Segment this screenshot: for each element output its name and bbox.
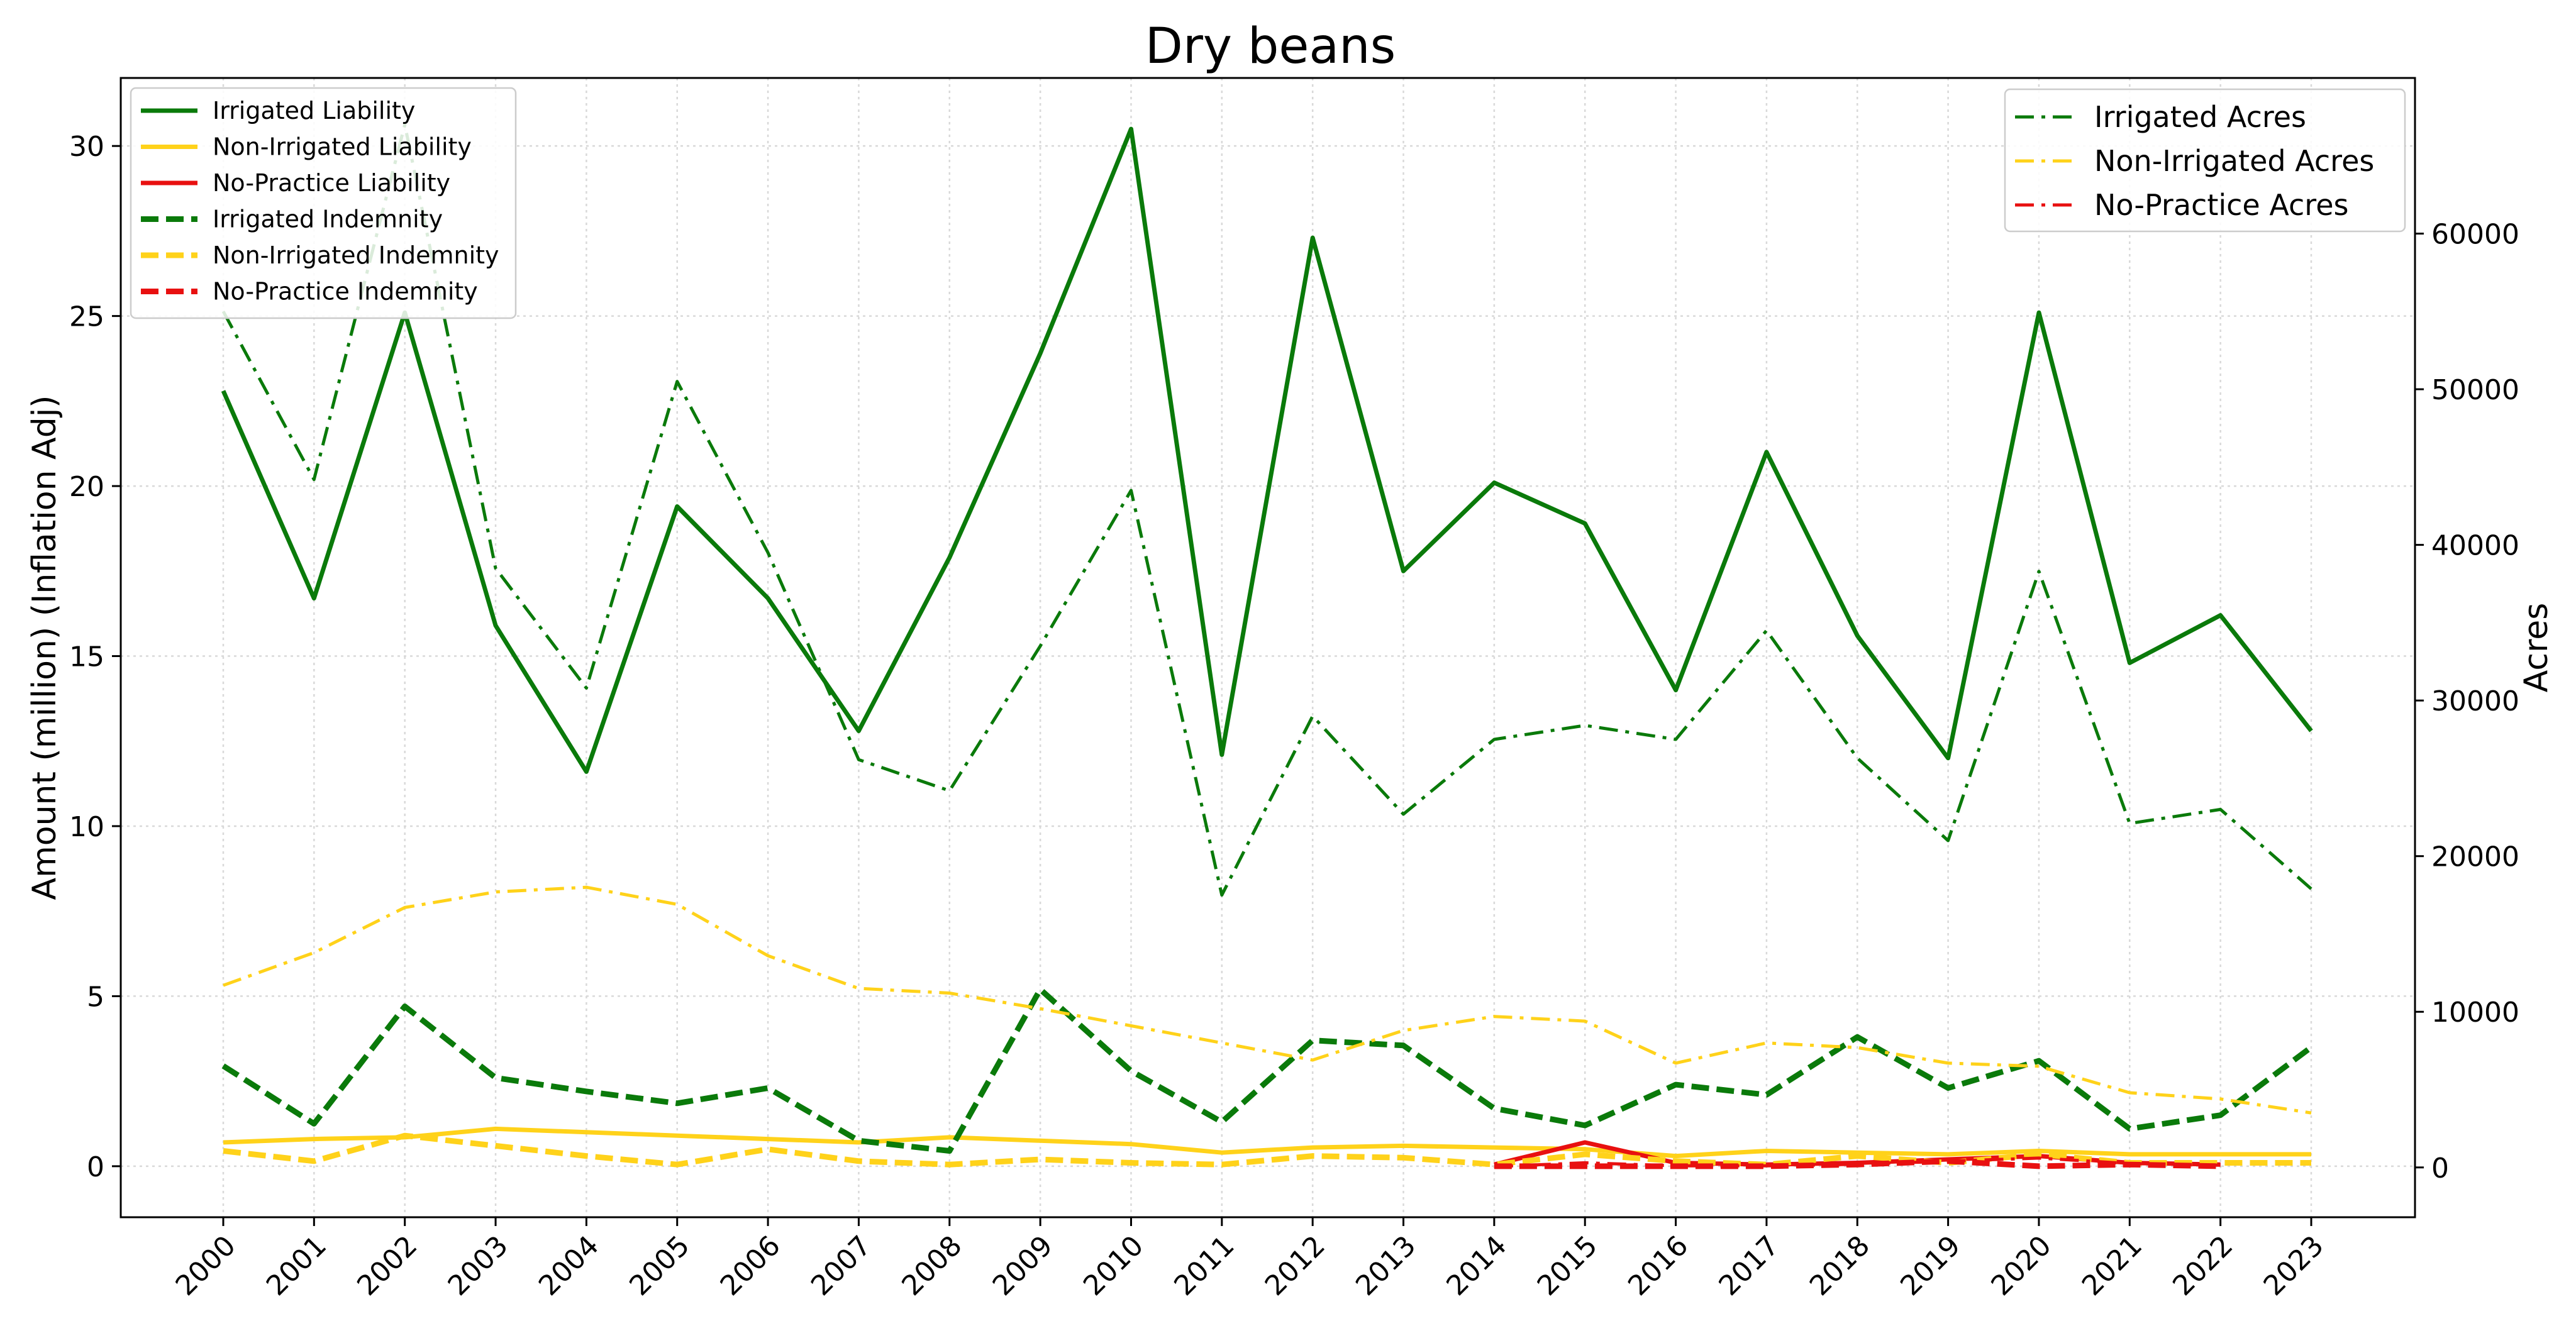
y-tick-label: 15 (69, 641, 104, 673)
series-line-non-irrigated-acres (223, 885, 2312, 1115)
legend-label-non-irrigated-liability: Non-Irrigated Liability (213, 133, 472, 161)
y-tick-label: 5 (87, 981, 104, 1013)
legend-label-irrigated-indemnity: Irrigated Indemnity (213, 206, 443, 233)
legend-right-box (2004, 88, 2406, 233)
y2-tick-label: 40000 (2431, 530, 2519, 562)
y2-tick-label: 0 (2431, 1152, 2449, 1185)
legend-label-irrigated-acres: Irrigated Acres (2094, 100, 2306, 134)
chart-title: Dry beans (1145, 18, 1396, 75)
legend-label-no-practice-liability: No-Practice Liability (213, 169, 450, 197)
y2-axis-label: Acres (2518, 603, 2555, 693)
legend-right: Irrigated Acres Non-Irrigated Acres No-Pra… (2004, 88, 2406, 233)
series-line-no-practice-indemnity (1494, 1158, 2221, 1169)
legend-label-non-irrigated-indemnity: Non-Irrigated Indemnity (213, 241, 499, 269)
legend-left: Irrigated Liability Non-Irrigated Liabili… (130, 87, 517, 319)
legend-label-irrigated-liability: Irrigated Liability (213, 97, 415, 124)
series-line-irrigated-indemnity (221, 986, 2313, 1154)
y-tick-label: 10 (69, 811, 104, 843)
legend-label-no-practice-indemnity: No-Practice Indemnity (213, 278, 478, 306)
y-tick-label: 20 (69, 471, 104, 503)
legend-left-box (130, 87, 517, 319)
legend-label-non-irrigated-acres: Non-Irrigated Acres (2094, 144, 2374, 178)
y-tick-label: 0 (87, 1151, 104, 1183)
series-line-no-practice-acres (1494, 1156, 2221, 1168)
series-line-irrigated-acres (221, 123, 2312, 897)
y2-tick-label: 10000 (2431, 997, 2519, 1029)
y2-tick-label: 30000 (2431, 685, 2519, 717)
series-line-irrigated-liability (221, 126, 2313, 774)
plot-frame (119, 77, 2416, 1218)
series-line-non-irrigated-liability (223, 1126, 2311, 1159)
y2-tick-label: 20000 (2431, 841, 2519, 873)
y-tick-label: 25 (69, 301, 104, 333)
y-axis-label: Amount (million) (Inflation Adj) (26, 395, 64, 900)
legend-label-no-practice-acres: No-Practice Acres (2094, 188, 2348, 222)
y2-tick-label: 60000 (2431, 219, 2519, 251)
y-tick-label: 30 (69, 131, 104, 163)
y2-tick-label: 50000 (2431, 374, 2519, 406)
series-layer (221, 123, 2313, 1169)
